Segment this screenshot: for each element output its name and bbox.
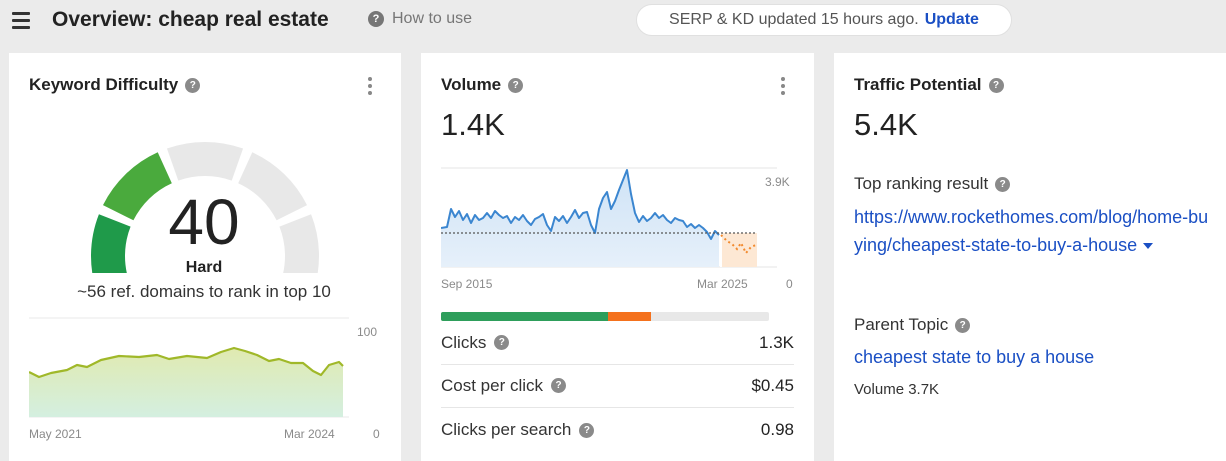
metric-row-clicks-per-search: Clicks per search? 0.98 bbox=[441, 408, 794, 452]
kd-more-options-icon[interactable] bbox=[368, 77, 372, 98]
kd-history-chart bbox=[29, 317, 349, 418]
kd-chart-area bbox=[29, 348, 343, 417]
volume-more-options-icon[interactable] bbox=[781, 77, 785, 98]
tp-title: Traffic Potential ? bbox=[854, 75, 1004, 95]
kd-chart-xend: Mar 2024 bbox=[284, 427, 335, 441]
top-ranking-label-text: Top ranking result bbox=[854, 174, 989, 193]
volume-forecast-line bbox=[720, 234, 757, 255]
volume-chart-ymin: 0 bbox=[786, 277, 793, 291]
volume-card: Volume ? 1.4K 3.9K 0 Sep 2015 Mar 2025 C… bbox=[421, 53, 814, 461]
tp-help-icon[interactable]: ? bbox=[988, 77, 1004, 93]
kd-description: ~56 ref. domains to rank in top 10 bbox=[77, 282, 331, 301]
kd-gauge-segment bbox=[279, 214, 319, 273]
parent-topic-help-icon[interactable]: ? bbox=[955, 317, 971, 333]
top-ranking-url-text: https://www.rockethomes.com/blog/home-bu… bbox=[854, 207, 1209, 255]
kd-title-text: Keyword Difficulty bbox=[29, 75, 179, 94]
volume-history-chart bbox=[441, 167, 777, 268]
clicks-split-bar bbox=[441, 312, 769, 321]
volume-title-text: Volume bbox=[441, 75, 502, 94]
serp-status-banner: SERP & KD updated 15 hours ago. Update bbox=[636, 4, 1012, 36]
kd-chart-ymin: 0 bbox=[373, 427, 380, 441]
how-to-use-link[interactable]: ? How to use bbox=[368, 10, 472, 28]
metric-value: 0.98 bbox=[760, 420, 794, 439]
kd-level: Hard bbox=[185, 259, 223, 276]
kd-score: 40 bbox=[168, 186, 240, 258]
page-title: Overview: cheap real estate bbox=[52, 8, 329, 31]
parent-topic-label: Parent Topic ? bbox=[854, 315, 971, 335]
top-ranking-url-link[interactable]: https://www.rockethomes.com/blog/home-bu… bbox=[854, 203, 1214, 259]
metric-value: $0.45 bbox=[751, 375, 794, 395]
kd-gauge-segment bbox=[238, 152, 308, 221]
kd-gauge-segment bbox=[91, 214, 131, 273]
volume-forecast-area bbox=[721, 233, 757, 267]
metric-value: 1.3K bbox=[759, 332, 794, 352]
volume-value: 1.4K bbox=[441, 107, 505, 142]
volume-chart-area bbox=[441, 170, 719, 267]
tp-title-text: Traffic Potential bbox=[854, 75, 982, 94]
paid-clicks-segment bbox=[608, 312, 651, 321]
volume-title: Volume ? bbox=[441, 75, 524, 95]
parent-topic-label-text: Parent Topic bbox=[854, 315, 949, 334]
serp-status-text: SERP & KD updated 15 hours ago. bbox=[669, 11, 919, 28]
how-to-use-label: How to use bbox=[392, 10, 473, 27]
metric-row-clicks: Clicks? 1.3K bbox=[441, 321, 794, 365]
tp-value: 5.4K bbox=[854, 107, 918, 142]
parent-topic-volume: Volume 3.7K bbox=[854, 381, 940, 398]
clicks-help-icon[interactable]: ? bbox=[494, 335, 510, 350]
kd-chart-ymax: 100 bbox=[357, 325, 378, 339]
kd-help-icon[interactable]: ? bbox=[185, 77, 201, 93]
kd-chart-line bbox=[29, 346, 344, 379]
metric-row-cpc: Cost per click? $0.45 bbox=[441, 364, 794, 408]
volume-chart-xstart: Sep 2015 bbox=[441, 277, 493, 291]
kd-gauge-segment bbox=[102, 152, 172, 221]
metric-label: Cost per click bbox=[441, 375, 544, 395]
metric-label: Clicks bbox=[441, 332, 487, 352]
menu-icon[interactable] bbox=[12, 12, 30, 29]
parent-topic-link[interactable]: cheapest state to buy a house bbox=[854, 347, 1095, 367]
top-ranking-help-icon[interactable]: ? bbox=[995, 176, 1011, 192]
metric-label: Clicks per search bbox=[441, 420, 572, 439]
keyword-difficulty-card: Keyword Difficulty ? 40 Hard ~56 ref. do… bbox=[9, 53, 401, 461]
volume-chart-ymax: 3.9K bbox=[765, 175, 790, 189]
update-button[interactable]: Update bbox=[924, 11, 979, 28]
volume-chart-xend: Mar 2025 bbox=[697, 277, 748, 291]
kd-gauge-segment bbox=[166, 142, 244, 181]
chevron-down-icon[interactable] bbox=[1143, 243, 1154, 250]
organic-clicks-segment bbox=[441, 312, 609, 321]
cpc-help-icon[interactable]: ? bbox=[551, 378, 567, 393]
kd-title: Keyword Difficulty ? bbox=[29, 75, 201, 95]
top-ranking-label: Top ranking result ? bbox=[854, 174, 1011, 194]
clicks-per-search-help-icon[interactable]: ? bbox=[579, 422, 595, 438]
traffic-potential-card: Traffic Potential ? 5.4K Top ranking res… bbox=[834, 53, 1226, 461]
kd-chart-xstart: May 2021 bbox=[29, 427, 82, 441]
kd-gauge bbox=[91, 142, 319, 273]
volume-chart-line bbox=[441, 169, 720, 240]
help-icon: ? bbox=[368, 11, 384, 27]
volume-help-icon[interactable]: ? bbox=[508, 77, 524, 93]
